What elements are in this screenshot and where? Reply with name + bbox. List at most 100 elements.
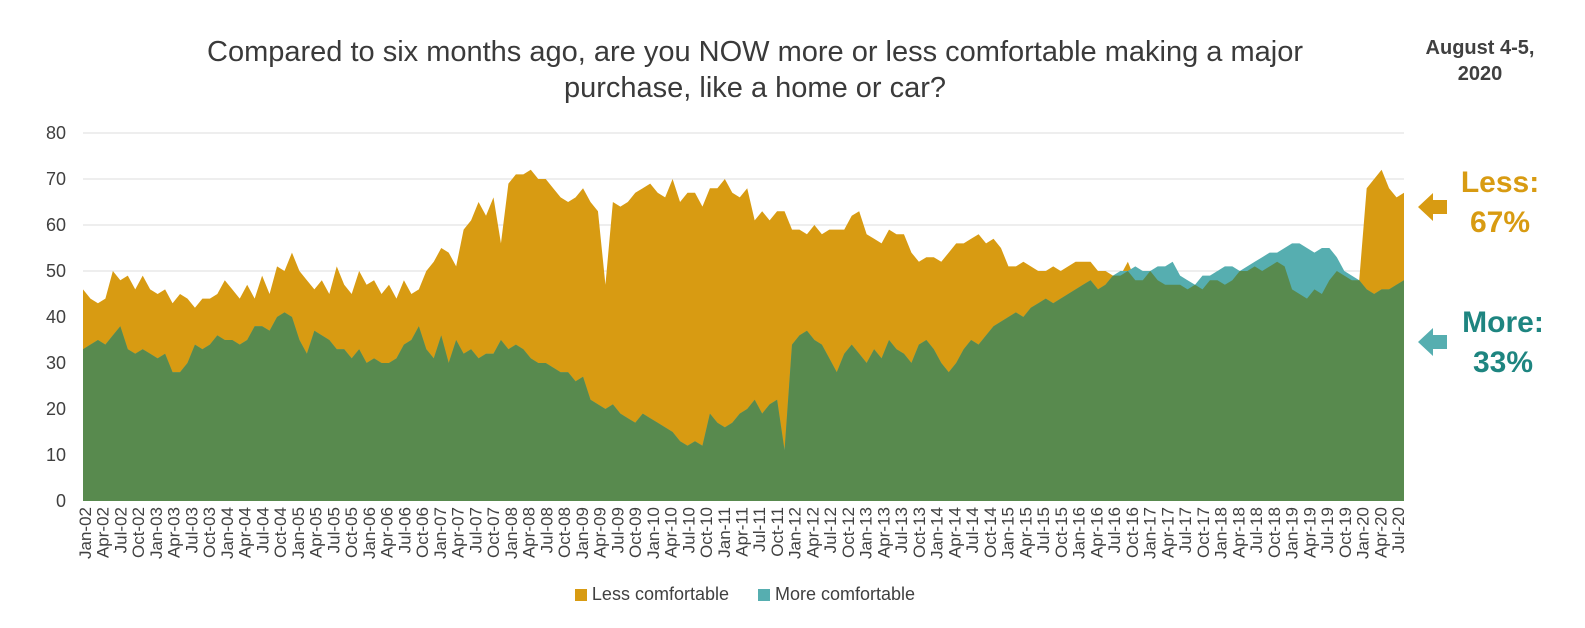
x-tick-label: Jul-18 xyxy=(1247,507,1266,553)
less-callout-value: 67% xyxy=(1470,206,1530,239)
y-tick-label: 30 xyxy=(46,353,66,373)
x-tick-label: Apr-16 xyxy=(1087,507,1106,558)
x-tick-label: Jul-03 xyxy=(182,507,201,553)
x-tick-label: Jan-12 xyxy=(786,507,805,559)
x-tick-label: Oct-12 xyxy=(839,507,858,558)
x-tick-label: Apr-04 xyxy=(236,507,255,558)
x-tick-label: Apr-10 xyxy=(662,507,681,558)
more-callout-label: More: xyxy=(1462,306,1544,339)
legend-label-more: More comfortable xyxy=(775,584,916,604)
x-tick-label: Oct-19 xyxy=(1336,507,1355,558)
x-tick-label: Apr-03 xyxy=(165,507,184,558)
x-tick-label: Oct-15 xyxy=(1052,507,1071,558)
x-tick-label: Apr-06 xyxy=(378,507,397,558)
legend: Less comfortable More comfortable xyxy=(0,584,1490,605)
x-tick-label: Oct-17 xyxy=(1194,507,1213,558)
x-tick-label: Oct-10 xyxy=(697,507,716,558)
x-tick-label: Jan-15 xyxy=(999,507,1018,559)
legend-item-more: More comfortable xyxy=(758,584,915,605)
x-tick-label: Apr-17 xyxy=(1158,507,1177,558)
x-tick-label: Jan-11 xyxy=(715,507,734,558)
x-tick-label: Jan-05 xyxy=(289,507,308,559)
x-tick-label: Oct-14 xyxy=(981,507,1000,558)
x-tick-label: Jan-09 xyxy=(573,507,592,559)
x-tick-label: Jul-04 xyxy=(253,507,272,553)
x-tick-label: Jul-09 xyxy=(608,507,627,553)
x-tick-label: Jul-17 xyxy=(1176,507,1195,553)
less-arrow-icon xyxy=(1418,193,1447,221)
x-tick-label: Oct-06 xyxy=(413,507,432,558)
x-tick-label: Jul-06 xyxy=(395,507,414,553)
x-tick-label: Jul-13 xyxy=(892,507,911,553)
x-tick-label: Oct-03 xyxy=(200,507,219,558)
x-tick-label: Oct-08 xyxy=(555,507,574,558)
x-tick-label: Apr-19 xyxy=(1300,507,1319,558)
chart-title: Compared to six months ago, are you NOW … xyxy=(207,36,1303,104)
x-tick-label: Jul-15 xyxy=(1034,507,1053,553)
callouts: Less: 67% More: 33% xyxy=(1418,166,1544,379)
x-tick-label: Apr-07 xyxy=(449,507,468,558)
x-tick-label: Jan-08 xyxy=(502,507,521,559)
y-tick-label: 80 xyxy=(46,123,66,143)
y-tick-label: 20 xyxy=(46,399,66,419)
x-tick-label: Oct-02 xyxy=(129,507,148,558)
x-tick-label: Oct-09 xyxy=(626,507,645,558)
x-tick-label: Apr-09 xyxy=(591,507,610,558)
y-tick-label: 0 xyxy=(56,491,66,511)
x-tick-label: Apr-20 xyxy=(1371,507,1390,558)
x-tick-label: Apr-13 xyxy=(874,507,893,558)
x-tick-label: Jan-07 xyxy=(431,507,450,559)
x-tick-label: Jan-06 xyxy=(360,507,379,559)
x-tick-label: Jan-10 xyxy=(644,507,663,559)
x-tick-label: Jan-03 xyxy=(147,507,166,559)
x-tick-label: Apr-12 xyxy=(803,507,822,558)
y-tick-label: 40 xyxy=(46,307,66,327)
x-tick-label: Apr-11 xyxy=(733,507,752,557)
x-tick-label: Oct-07 xyxy=(484,507,503,558)
x-tick-label: Apr-05 xyxy=(307,507,326,558)
legend-label-less: Less comfortable xyxy=(591,584,729,604)
legend-item-less: Less comfortable xyxy=(574,584,729,605)
x-axis: Jan-02Apr-02Jul-02Oct-02Jan-03Apr-03Jul-… xyxy=(76,507,1408,559)
x-tick-label: Jul-05 xyxy=(324,507,343,553)
x-tick-label: Oct-05 xyxy=(342,507,361,558)
y-tick-label: 50 xyxy=(46,261,66,281)
y-tick-label: 10 xyxy=(46,445,66,465)
x-tick-label: Jan-19 xyxy=(1283,507,1302,559)
x-tick-label: Jan-02 xyxy=(76,507,95,559)
more-callout-value: 33% xyxy=(1473,346,1533,379)
x-tick-label: Jan-04 xyxy=(218,507,237,559)
x-tick-label: Apr-14 xyxy=(945,507,964,558)
legend-swatch-less xyxy=(574,589,587,601)
legend-swatch-more xyxy=(758,589,771,601)
x-tick-label: Oct-18 xyxy=(1265,507,1284,558)
date-label: August 4-5, 2020 xyxy=(1425,37,1535,85)
x-tick-label: Jul-08 xyxy=(537,507,556,553)
x-tick-label: Jan-18 xyxy=(1212,507,1231,559)
y-axis: 0 10 20 30 40 50 60 70 80 xyxy=(46,123,66,511)
x-tick-label: Jan-13 xyxy=(857,507,876,559)
series-area-overlap xyxy=(83,261,1404,501)
x-tick-label: Jan-14 xyxy=(928,507,947,559)
x-tick-label: Jul-19 xyxy=(1318,507,1337,553)
y-tick-label: 70 xyxy=(46,169,66,189)
x-tick-label: Apr-08 xyxy=(520,507,539,558)
x-tick-label: Jul-10 xyxy=(679,507,698,553)
x-tick-label: Oct-11 xyxy=(768,507,787,557)
x-tick-label: Jan-16 xyxy=(1070,507,1089,559)
x-tick-label: Jan-20 xyxy=(1354,507,1373,559)
x-tick-label: Jan-17 xyxy=(1141,507,1160,559)
less-callout-label: Less: xyxy=(1461,166,1539,199)
x-tick-label: Jul-16 xyxy=(1105,507,1124,553)
more-arrow-icon xyxy=(1418,328,1447,356)
x-tick-label: Oct-13 xyxy=(910,507,929,558)
x-tick-label: Oct-16 xyxy=(1123,507,1142,558)
x-tick-label: Apr-18 xyxy=(1229,507,1248,558)
y-tick-label: 60 xyxy=(46,215,66,235)
x-tick-label: Jul-02 xyxy=(111,507,130,553)
x-tick-label: Jul-07 xyxy=(466,507,485,553)
x-tick-label: Jul-11 xyxy=(750,507,769,552)
x-tick-label: Jul-20 xyxy=(1389,507,1408,553)
x-tick-label: Oct-04 xyxy=(271,507,290,558)
